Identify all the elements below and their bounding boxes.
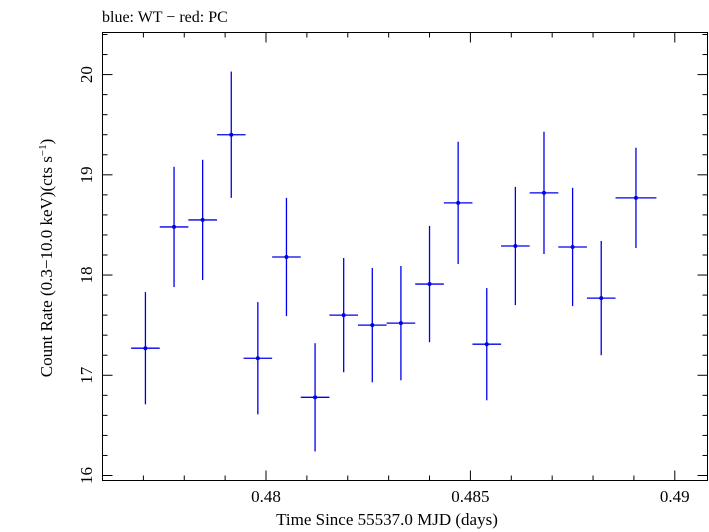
- plot-frame: [102, 32, 708, 481]
- x-axis-title: Time Since 55537.0 MJD (days): [276, 510, 498, 529]
- x-tick-label: 0.49: [660, 487, 690, 506]
- y-axis-title: Count Rate (0.3−10.0 keV)(cts s−1): [37, 139, 56, 378]
- data-point: [216, 71, 246, 198]
- plot-area: 0.48 0.485 0.49 16 17 18 19 20: [77, 32, 708, 506]
- data-point: [586, 240, 616, 356]
- data-point: [443, 141, 473, 265]
- data-point: [131, 292, 160, 405]
- x-tick-label: 0.485: [451, 487, 489, 506]
- y-axis-title-exponent: −1: [37, 144, 49, 156]
- data-point: [558, 187, 587, 307]
- data-point: [472, 288, 502, 401]
- point-marker: [341, 313, 346, 318]
- point-marker: [370, 323, 375, 328]
- data-point: [329, 258, 358, 373]
- point-marker: [172, 224, 177, 229]
- y-tick-label: 16: [77, 467, 96, 484]
- point-marker: [229, 132, 234, 137]
- x-tick-label: 0.48: [251, 487, 281, 506]
- data-point: [243, 302, 273, 415]
- point-marker: [398, 321, 403, 326]
- point-marker: [541, 190, 546, 195]
- point-marker: [456, 200, 461, 205]
- point-marker: [513, 243, 518, 248]
- point-marker: [143, 346, 148, 351]
- chart-title: blue: WT − red: PC: [102, 9, 228, 26]
- point-marker: [284, 255, 289, 260]
- point-marker: [599, 296, 604, 301]
- data-point: [415, 225, 444, 343]
- y-tick-label: 19: [77, 166, 96, 183]
- axis-ticks: [102, 32, 708, 481]
- point-marker: [255, 356, 260, 361]
- data-point: [159, 166, 189, 288]
- data-point: [272, 197, 301, 317]
- y-tick-label: 18: [77, 267, 96, 284]
- data-point: [615, 147, 657, 248]
- axis-tick-labels: 0.48 0.485 0.49 16 17 18 19 20: [77, 66, 690, 506]
- data-point: [188, 159, 217, 281]
- point-marker: [200, 217, 205, 222]
- y-axis-title-main: Count Rate (0.3−10.0 keV)(cts s: [37, 156, 56, 377]
- point-marker: [633, 195, 638, 200]
- point-marker: [484, 342, 489, 347]
- y-axis-title-close: ): [37, 139, 56, 145]
- series-wt: [131, 71, 657, 452]
- data-series: [131, 71, 657, 452]
- data-point: [357, 268, 387, 383]
- point-marker: [313, 395, 318, 400]
- y-tick-label: 17: [77, 366, 96, 384]
- data-point: [529, 131, 559, 254]
- point-marker: [570, 244, 575, 249]
- point-marker: [427, 282, 432, 287]
- y-tick-label: 20: [77, 66, 96, 83]
- data-point: [386, 266, 416, 381]
- data-point: [501, 186, 530, 306]
- data-point: [300, 343, 330, 452]
